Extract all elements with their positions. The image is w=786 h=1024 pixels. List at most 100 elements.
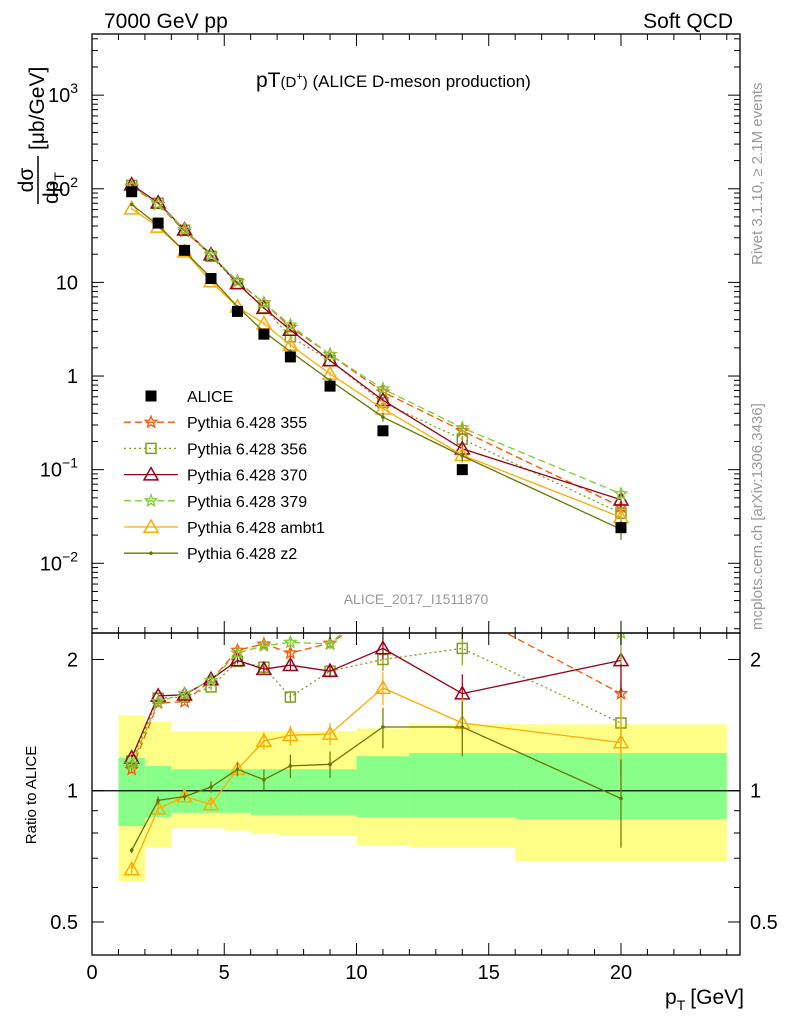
legend-label: Pythia 6.428 356: [187, 441, 307, 458]
alice-data-point: [152, 217, 164, 229]
data-point: [375, 381, 391, 396]
series-pythia-6-428-379-upper: [124, 178, 629, 501]
series-line-upper: [131, 186, 622, 508]
y-tick-base: 10: [40, 553, 62, 575]
series-line-upper: [131, 184, 622, 514]
ratio-point: [322, 636, 338, 651]
legend-entry: Pythia 6.428 370: [124, 466, 307, 485]
analysis-id: ALICE_2017_I1511870: [344, 591, 489, 607]
alice-data-point: [205, 273, 217, 285]
data-point: [230, 274, 245, 289]
y-axis-lower-label: Ratio to ALICE: [23, 746, 40, 844]
x-tick-label: 10: [345, 962, 367, 984]
legend-marker: [149, 551, 153, 555]
data-point: [381, 415, 385, 419]
upper-plot: [123, 176, 630, 540]
plot-frames: [91, 33, 741, 956]
stat-uncertainty-band: [356, 756, 410, 818]
ratio-y-tick-label-left: 1: [67, 781, 78, 803]
ratio-point: [235, 767, 240, 772]
y-tick-label: 102: [48, 174, 78, 201]
data-point: [613, 485, 629, 501]
y-tick-label: 10−2: [40, 548, 78, 575]
legend-label: Pythia 6.428 379: [187, 494, 307, 511]
ratio-point: [328, 762, 332, 767]
energy-label: 7000 GeV pp: [104, 10, 228, 33]
ratio-point: [282, 656, 299, 672]
y-tick-exp: −2: [62, 548, 78, 564]
ratio-point: [612, 733, 630, 749]
plot-title: pT(D+) (ALICE D-meson production): [256, 69, 531, 92]
data-point: [283, 317, 298, 332]
alice-data-point: [284, 351, 296, 363]
data-point: [129, 202, 134, 207]
legend-label: ALICE: [187, 389, 233, 406]
series-alice: [126, 186, 627, 534]
ratio-point: [619, 796, 623, 801]
data-point: [456, 433, 469, 445]
series-pythia-6-428-355-upper: [124, 179, 629, 517]
data-point: [460, 454, 465, 458]
data-point: [177, 221, 193, 236]
ratio-point: [182, 794, 187, 799]
ratio-point: [456, 642, 469, 655]
ratio-point: [283, 634, 298, 649]
ratio-point: [124, 756, 140, 771]
ratio-point: [129, 848, 134, 853]
alice-data-point: [126, 186, 138, 198]
legend-label: Pythia 6.428 370: [187, 468, 307, 485]
legend-marker: [142, 466, 160, 481]
ratio-point: [209, 785, 213, 789]
ratio-point: [374, 639, 392, 655]
alice-data-point: [324, 380, 336, 392]
ratio-point: [255, 732, 273, 748]
ratio-point: [460, 725, 465, 729]
legend-label: Pythia 6.428 z2: [187, 546, 297, 563]
upper-frame: [91, 33, 741, 634]
legend-entry: Pythia 6.428 z2: [124, 546, 297, 563]
y-tick-base: 10: [40, 460, 62, 482]
legend: ALICE Pythia 6.428 355 Pythia 6.428 356 Pyt…: [124, 389, 325, 563]
alice-data-point: [231, 305, 243, 317]
plot-title-main: pT: [256, 69, 281, 92]
ratio-point: [381, 725, 385, 729]
legend-marker: [145, 442, 157, 455]
ratio-point: [256, 637, 272, 653]
mcplots-label: mcplots.cern.ch [arXiv:1306.3436]: [749, 403, 766, 630]
legend-label: Pythia 6.428 ambt1: [187, 520, 325, 537]
ratio-point: [283, 645, 298, 660]
stat-uncertainty-band: [409, 753, 516, 818]
alice-data-point: [377, 425, 389, 437]
y-label-den-main: dp: [40, 181, 63, 204]
legend-entry: Pythia 6.428 356: [124, 441, 307, 458]
ratio-y-tick-label-right: 1: [750, 781, 761, 803]
legend-marker: [143, 414, 159, 429]
ratio-point: [177, 685, 193, 700]
y-axis-upper-label: dσ dpT [μb/GeV]: [15, 67, 67, 204]
plot-title-particle: (D: [281, 74, 297, 91]
y-tick-exp: 2: [70, 174, 78, 190]
ratio-y-tick-label-left: 2: [67, 649, 78, 671]
legend-entry: Pythia 6.428 355: [124, 414, 307, 432]
data-point: [203, 247, 219, 262]
x-label-units: [GeV]: [690, 986, 744, 1009]
ratio-point: [123, 860, 140, 876]
ratio-y-tick-label-right: 2: [750, 649, 761, 671]
y-tick-base: 10: [48, 179, 70, 201]
y-label-den-sub: T: [51, 172, 67, 181]
x-tick-label: 0: [86, 962, 97, 984]
x-label-main: p: [665, 986, 677, 1009]
category-label: Soft QCD: [643, 10, 733, 33]
legend-label: Pythia 6.428 355: [187, 415, 307, 432]
data-point: [150, 196, 166, 211]
ratio-point: [124, 761, 140, 776]
y-label-units: [μb/GeV]: [26, 67, 49, 150]
y-tick-exp: 3: [70, 80, 78, 96]
ratio-point: [229, 651, 246, 667]
ratio-point: [255, 660, 273, 676]
ratio-point: [374, 679, 392, 695]
legend-marker: [143, 492, 159, 508]
legend-marker: [145, 390, 157, 402]
data-point: [322, 346, 338, 361]
